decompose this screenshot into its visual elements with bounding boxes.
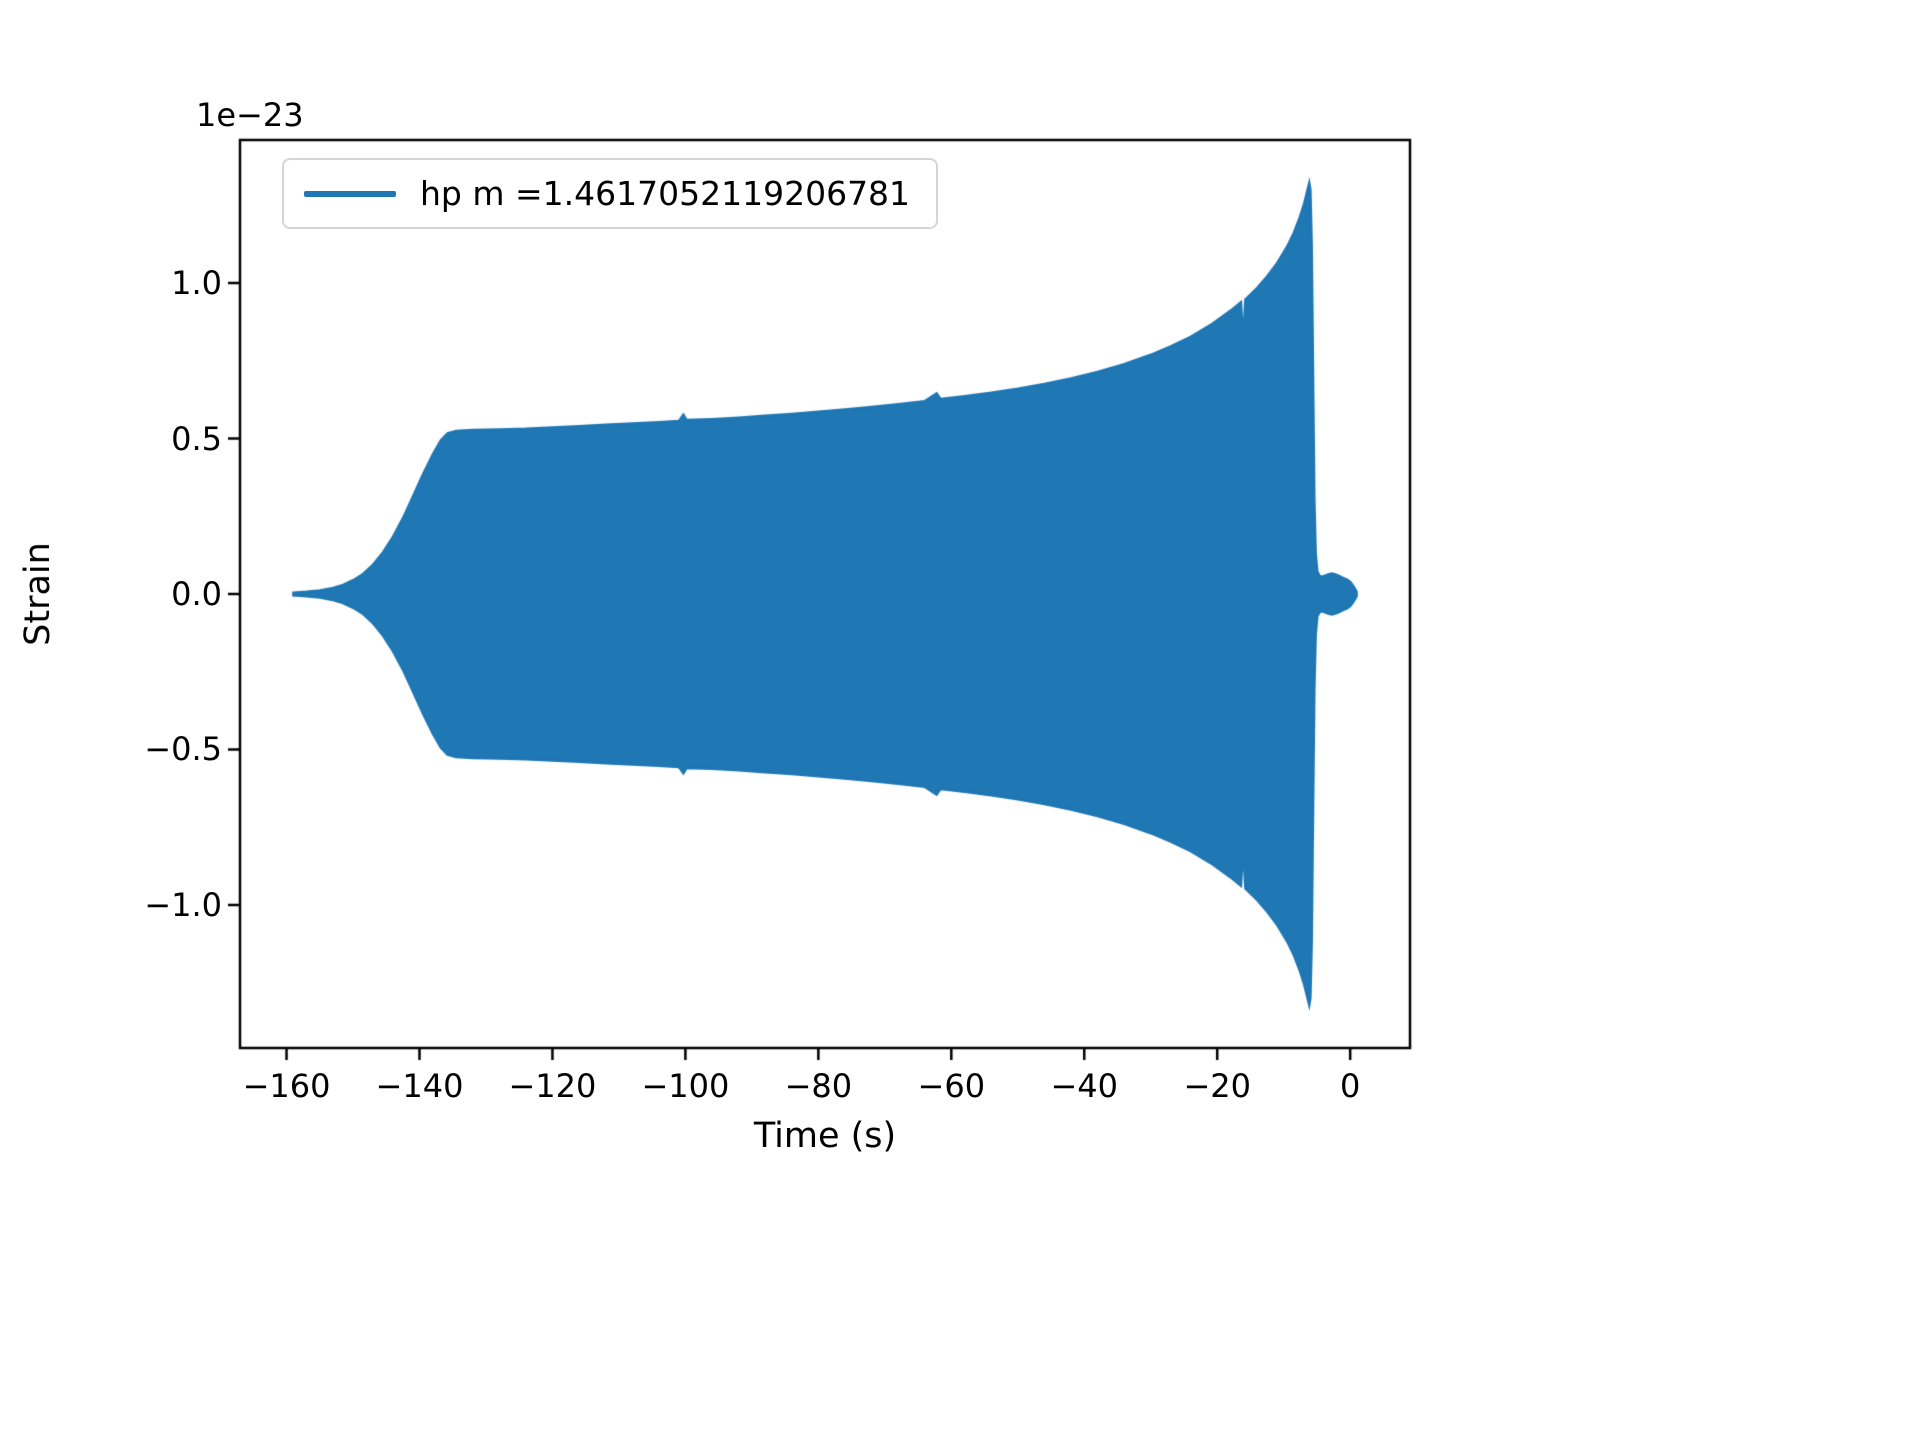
x-tick-label: −120 (508, 1067, 597, 1105)
y-tick-label: −0.5 (144, 730, 222, 769)
x-tick-label: −40 (1050, 1067, 1119, 1105)
y-axis-label: Strain (18, 542, 58, 646)
legend-line-sample (304, 190, 396, 197)
x-tick-label: 0 (1339, 1067, 1361, 1105)
x-tick-label: −80 (784, 1067, 853, 1105)
y-tick-label: −1.0 (144, 885, 222, 924)
y-tick-label: 0.0 (171, 575, 222, 613)
x-tick-label: −60 (917, 1067, 986, 1105)
x-tick-label: −100 (641, 1067, 730, 1105)
x-tick-label: −140 (375, 1067, 464, 1105)
x-tick-label: −160 (242, 1067, 331, 1105)
y-tick-label: 1.0 (171, 264, 222, 303)
legend: hp m =1.4617052119206781 (282, 158, 939, 229)
legend-entry-label: hp m =1.4617052119206781 (420, 174, 911, 213)
x-axis-label: Time (s) (753, 1116, 897, 1156)
x-tick-label: −20 (1183, 1067, 1251, 1105)
y-axis-offset-text: 1e−23 (196, 96, 304, 134)
y-tick-label: 0.5 (171, 419, 222, 458)
